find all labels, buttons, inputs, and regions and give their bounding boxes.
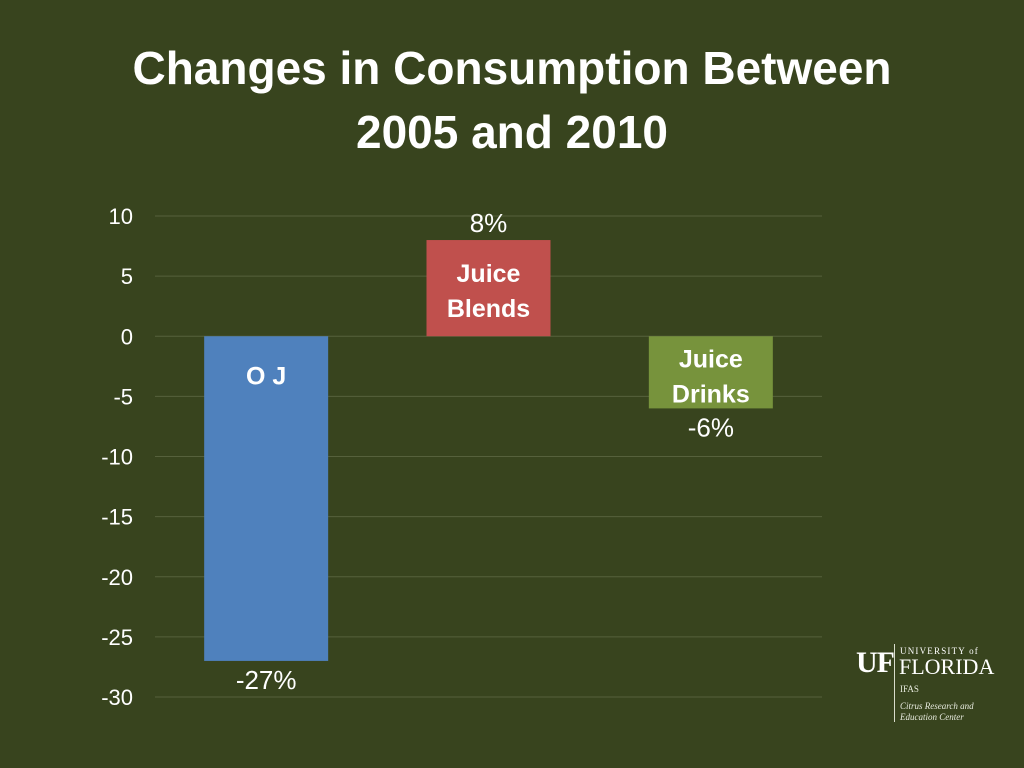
y-tick-label: 10	[109, 204, 133, 229]
category-label-line: Blends	[447, 295, 530, 323]
category-label-juice-drinks: Juice Drinks	[672, 345, 750, 408]
category-label-o-j: O J	[246, 362, 286, 390]
y-tick-label: -25	[101, 625, 133, 650]
category-label-line: Drinks	[672, 380, 750, 408]
bar-juice-blends	[426, 240, 551, 337]
bar-labels: -27% O J 8% Juice Blends -6% Juice Drinks	[236, 208, 750, 695]
bar-o-j	[204, 336, 329, 661]
data-label-juice-drinks: -6%	[688, 412, 734, 442]
bar-juice-drinks	[648, 336, 773, 409]
y-tick-label: 0	[121, 324, 133, 349]
data-label-o-j: -27%	[236, 665, 297, 695]
title-line-1: Changes in Consumption Between	[132, 42, 892, 94]
data-label-juice-blends: 8%	[470, 208, 508, 238]
category-label-line: Juice	[457, 260, 521, 288]
y-tick-label: -5	[113, 384, 133, 409]
uf-monogram: UF	[856, 646, 895, 679]
category-label-line: O J	[246, 362, 286, 390]
logo-florida-text: FLORIDA	[899, 654, 995, 679]
category-label-line: Juice	[679, 345, 743, 373]
logo-divider	[894, 644, 895, 722]
y-tick-label: -30	[101, 685, 133, 710]
logo-ifas-text: IFAS	[900, 684, 919, 694]
y-tick-label: 5	[121, 264, 133, 289]
bars	[204, 240, 773, 661]
y-tick-label: -20	[101, 565, 133, 590]
y-tick-label: -10	[101, 445, 133, 470]
slide-title: Changes in Consumption Between 2005 and …	[0, 36, 1024, 164]
uf-ifas-logo: UF UNIVERSITY of FLORIDA IFAS Citrus Res…	[856, 644, 1006, 728]
y-tick-label: -15	[101, 505, 133, 530]
logo-center-text: Citrus Research and Education Center	[900, 701, 974, 722]
category-label-juice-blends: Juice Blends	[447, 260, 530, 323]
logo-university-text: UNIVERSITY of	[900, 646, 980, 656]
title-line-2: 2005 and 2010	[355, 106, 668, 158]
y-axis-ticks: 10 5 0 -5 -10 -15 -20 -25 -30	[101, 204, 133, 710]
